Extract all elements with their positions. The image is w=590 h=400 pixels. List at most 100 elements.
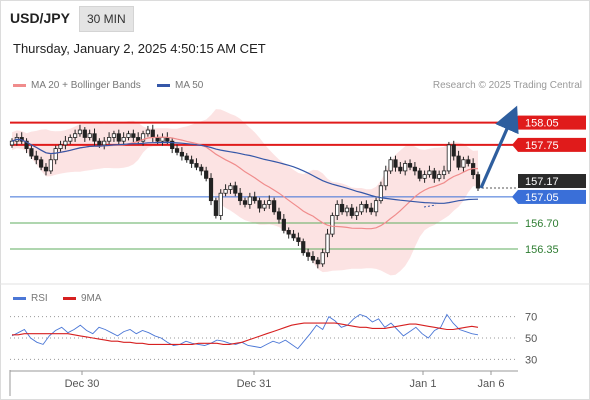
candle-body [330, 215, 335, 235]
timestamp: Thursday, January 2, 2025 4:50:15 AM CET [13, 41, 266, 56]
candle-body [150, 129, 155, 138]
timeframe-button[interactable]: 30 MIN [79, 6, 134, 32]
candle-body [296, 237, 301, 242]
candle-body [432, 170, 437, 179]
candle-body [97, 140, 102, 146]
bollinger-band [12, 109, 478, 276]
candle-body [63, 140, 68, 146]
copyright-text: Research © 2025 Trading Central [432, 80, 582, 91]
candle-body [407, 163, 413, 168]
candle-body [451, 144, 456, 157]
legend-ma20: MA 20 + Bollinger Bands [13, 80, 141, 91]
candle-body [53, 148, 58, 161]
candle-body [82, 129, 87, 138]
candle-body [301, 241, 306, 254]
candle-body [398, 166, 403, 172]
ma20-legend-label: MA 20 + Bollinger Bands [31, 80, 141, 91]
rsi-tick-50: 50 [525, 333, 537, 345]
candle-body [403, 163, 408, 172]
candle-body [213, 200, 218, 216]
legend-ma50: MA 50 [157, 80, 203, 91]
candle-body [247, 196, 252, 205]
symbol-label: USD/JPY [10, 10, 70, 26]
candle-body [155, 137, 160, 142]
candle-body [310, 256, 316, 261]
candle-body [344, 207, 350, 213]
candle-body [369, 207, 374, 213]
candle-body [335, 203, 340, 216]
ma9-legend-label: 9MA [81, 293, 102, 304]
level-label-157-75: 157.75 [525, 140, 559, 152]
level-label-box [518, 174, 586, 189]
candle-body [160, 137, 165, 142]
candle-body [223, 189, 228, 194]
rsi-swatch [13, 296, 26, 300]
candle-body [34, 155, 39, 161]
candle-body [461, 159, 466, 168]
candle-body [92, 133, 97, 142]
candle-body [174, 148, 180, 153]
rsi-tick-30: 30 [525, 354, 537, 366]
candle-body [39, 159, 44, 168]
legend-9ma: 9MA [63, 293, 102, 304]
ma50-line [11, 138, 479, 204]
candle-body [446, 144, 451, 172]
candle-body [9, 140, 15, 146]
x-tick-label-jan-6: Jan 6 [478, 378, 505, 390]
candle-body [354, 211, 359, 216]
candle-body [422, 174, 427, 179]
candle-body [378, 185, 384, 202]
candle-body [359, 203, 364, 213]
candle-body [252, 196, 257, 202]
candle-body [43, 166, 49, 172]
candle-body [228, 185, 233, 190]
legend-rsi: RSI [13, 293, 48, 304]
rsi-9ma-line [12, 322, 479, 345]
candle-body [320, 252, 325, 265]
candle-body [73, 133, 78, 138]
candle-body [145, 129, 151, 135]
candle-body [48, 159, 53, 172]
candle-body [106, 137, 112, 142]
candle-body [189, 159, 194, 164]
candle-body [412, 166, 417, 172]
candle-body [383, 170, 388, 187]
level-label-arrow [512, 189, 518, 204]
candle-body [194, 163, 199, 168]
candle-body [116, 133, 121, 142]
candle-body [24, 140, 29, 150]
x-tick-label-dec-31: Dec 31 [237, 378, 272, 390]
ma9-swatch [63, 296, 76, 300]
candle-body [199, 166, 204, 172]
candle-body [286, 229, 291, 235]
ma50-swatch [157, 83, 170, 87]
candle-body [68, 137, 73, 142]
candle-body [218, 192, 223, 216]
candle-body [131, 133, 136, 138]
candle-body [272, 200, 277, 213]
candle-body [58, 144, 63, 150]
candle-body [281, 218, 286, 231]
candle-body [179, 151, 184, 157]
rsi-line [11, 313, 479, 350]
candle-body [291, 233, 296, 239]
level-label-157-17: 157.17 [525, 176, 559, 188]
candle-body [427, 170, 432, 176]
candle-body [204, 170, 209, 179]
candle-body [475, 174, 481, 189]
candle-body [393, 159, 398, 168]
candle-body [121, 137, 126, 142]
candle-body [417, 170, 422, 179]
ma50-legend-label: MA 50 [175, 80, 204, 91]
level-label-box [518, 137, 586, 152]
candle-body [126, 133, 131, 138]
candle-body [456, 155, 461, 168]
candle-body [87, 133, 92, 138]
candle-body [441, 170, 447, 176]
candle-body [325, 233, 330, 254]
candle-body [77, 129, 83, 135]
level-label-157-05: 157.05 [525, 192, 559, 204]
candle-body [170, 140, 175, 150]
candle-body [373, 200, 379, 213]
